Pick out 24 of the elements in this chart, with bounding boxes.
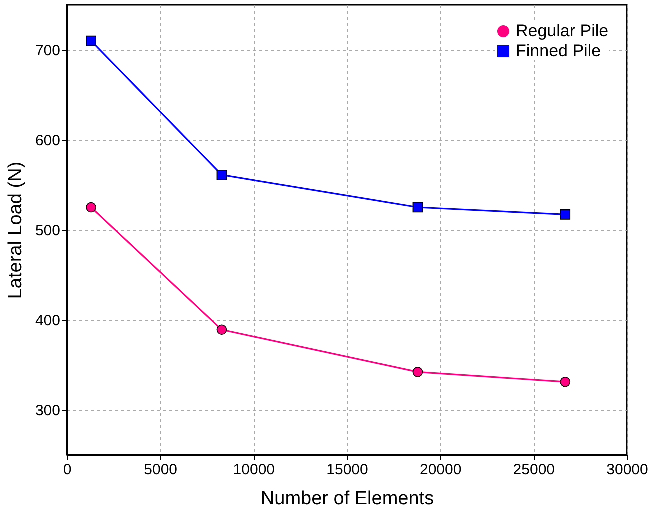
point	[86, 202, 96, 213]
y-tick-label: 400	[35, 312, 60, 330]
y-tick-label: 700	[35, 42, 60, 60]
point	[560, 210, 571, 220]
point	[216, 324, 228, 336]
legend-label: Regular Pile	[516, 22, 609, 40]
y-tick-label: 500	[35, 222, 60, 240]
x-tick-label: 25000	[513, 462, 556, 478]
y-tick-label: 600	[35, 132, 60, 150]
point	[216, 170, 228, 180]
point	[560, 376, 571, 388]
x-tick-label: 15000	[326, 462, 368, 478]
x-axis-title: Number of Elements	[260, 488, 434, 510]
x-tick-label: 20000	[420, 462, 462, 478]
point	[412, 202, 424, 213]
x-tick-label: 0	[63, 462, 72, 478]
x-tick-label: 30000	[606, 462, 648, 478]
x-tick-label: 10000	[233, 462, 276, 478]
x-tick-label: 5000	[144, 462, 178, 478]
y-tick-label: 300	[35, 402, 60, 420]
y-axis-title: Lateral Load (N)	[5, 162, 26, 300]
legend-label: Finned Pile	[516, 42, 602, 60]
point	[412, 367, 424, 378]
point	[86, 36, 96, 46]
